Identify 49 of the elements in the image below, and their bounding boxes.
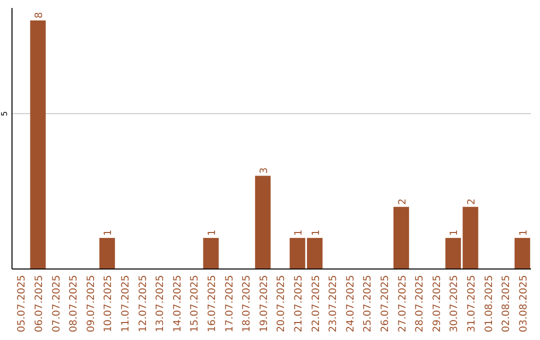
bar bbox=[203, 238, 219, 269]
x-tick-label: 12.07.2025 bbox=[138, 275, 149, 332]
bar bbox=[99, 238, 115, 269]
data-label: 1 bbox=[310, 230, 322, 236]
bar bbox=[393, 206, 410, 269]
x-tick-label: 22.07.2025 bbox=[310, 275, 322, 332]
x-tick-label: 31.07.2025 bbox=[466, 275, 478, 332]
x-tick-label: 06.07.2025 bbox=[34, 275, 45, 332]
x-tick-label: 07.07.2025 bbox=[51, 275, 62, 332]
x-tick-label: 02.08.2025 bbox=[501, 275, 512, 332]
x-tick-label: 17.07.2025 bbox=[224, 275, 236, 332]
data-label: 1 bbox=[518, 230, 530, 236]
x-tick-label: 09.07.2025 bbox=[86, 275, 97, 332]
x-tick-label: 25.07.2025 bbox=[362, 275, 374, 332]
x-tick-label: 18.07.2025 bbox=[242, 275, 253, 332]
y-tick-label: 5 bbox=[0, 111, 9, 116]
bar bbox=[255, 176, 271, 269]
x-tick-label: 30.07.2025 bbox=[449, 275, 460, 332]
x-tick-label: 01.08.2025 bbox=[484, 275, 495, 332]
x-tick-label: 27.07.2025 bbox=[397, 275, 408, 332]
data-label: 2 bbox=[466, 198, 478, 205]
x-tick-label: 21.07.2025 bbox=[293, 275, 304, 332]
data-label: 1 bbox=[449, 230, 460, 236]
x-tick-label: 23.07.2025 bbox=[328, 275, 340, 332]
x-tick-label: 28.07.2025 bbox=[414, 275, 426, 332]
x-tick-label: 29.07.2025 bbox=[432, 275, 443, 332]
x-tick-label: 11.07.2025 bbox=[120, 275, 132, 332]
x-tick-label: 26.07.2025 bbox=[380, 275, 391, 332]
bar bbox=[306, 238, 323, 269]
bar bbox=[30, 20, 46, 269]
x-tick-label: 10.07.2025 bbox=[103, 275, 114, 332]
x-tick-label: 24.07.2025 bbox=[345, 275, 356, 332]
x-tick-label: 08.07.2025 bbox=[68, 275, 80, 332]
x-tick-label: 14.07.2025 bbox=[172, 275, 184, 332]
bar bbox=[514, 238, 530, 269]
data-label: 2 bbox=[397, 198, 408, 205]
x-tick-label: 19.07.2025 bbox=[258, 275, 270, 332]
data-label: 1 bbox=[206, 230, 218, 236]
x-tick-label: 05.07.2025 bbox=[16, 275, 28, 332]
data-label: 8 bbox=[34, 12, 45, 18]
bar bbox=[290, 238, 306, 269]
data-label: 1 bbox=[293, 230, 304, 236]
x-tick-label: 13.07.2025 bbox=[155, 275, 166, 332]
x-tick-label: 03.08.2025 bbox=[518, 275, 530, 332]
data-label: 1 bbox=[103, 230, 114, 236]
x-tick-label: 20.07.2025 bbox=[276, 275, 288, 332]
x-tick-label: 15.07.2025 bbox=[190, 275, 201, 332]
x-tick-label: 16.07.2025 bbox=[206, 275, 218, 332]
data-label: 3 bbox=[258, 167, 270, 174]
